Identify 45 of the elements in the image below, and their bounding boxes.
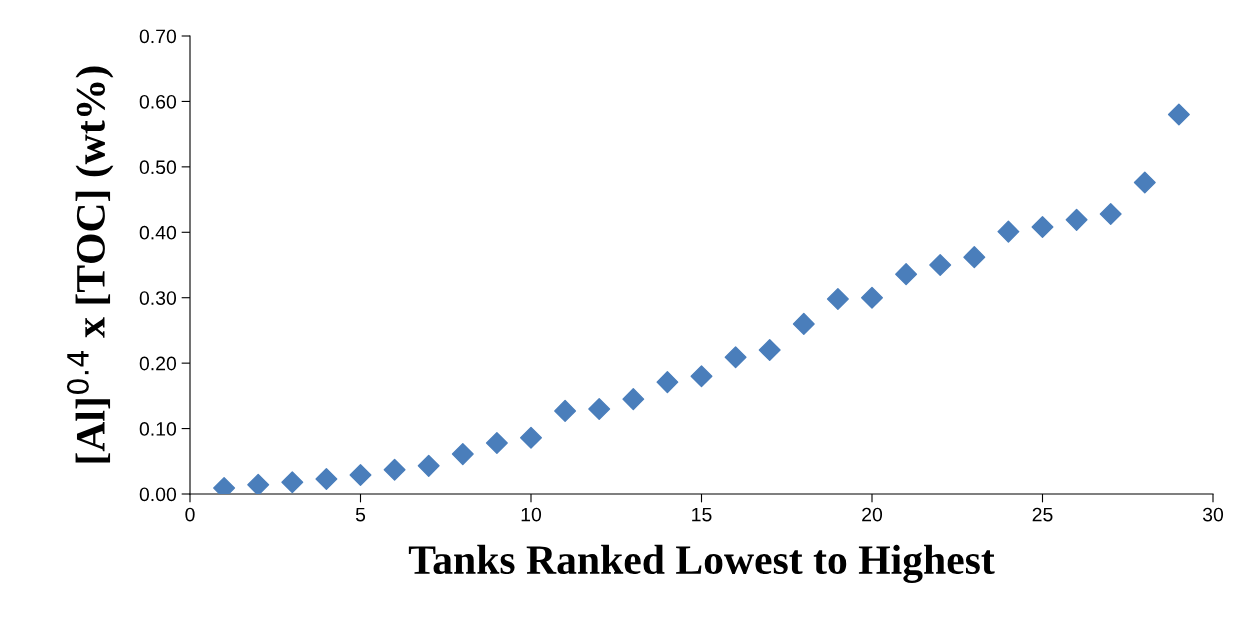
x-tick-label: 10 [521,507,542,522]
y-tick-label: 0.40 [139,225,177,240]
point [451,443,474,466]
x-axis-title: Tanks Ranked Lowest to Highest [408,544,995,583]
x-tick-label: 25 [1032,507,1053,522]
y-tick-label: 0.30 [139,291,177,305]
point [554,399,577,422]
point [758,339,781,362]
y-tick-label: 0.70 [139,29,177,44]
point [1133,171,1156,194]
point [861,286,883,309]
y-tick-label: 0.60 [139,94,177,109]
y-tick-label: 0.20 [139,356,177,371]
point [997,220,1020,243]
point [929,254,952,276]
point [1065,208,1088,231]
point [1167,103,1190,126]
x-tick-label: 30 [1202,507,1224,522]
point [1031,216,1054,239]
point [247,473,270,494]
point [895,263,918,286]
point [417,454,440,477]
point [826,288,849,311]
point [281,471,304,494]
y-tick-label: 0.10 [139,422,177,436]
point [349,464,372,487]
point [622,388,645,411]
point [588,397,611,420]
x-tick-label: 20 [862,507,883,522]
point [485,431,508,454]
x-tick-label: 0 [185,507,195,522]
point [656,371,679,394]
y-axis-title: [Al]$^{0.4}$ x [TOC] (wt%) [66,66,114,463]
point [1099,202,1122,225]
x-tick-label: 15 [692,507,712,522]
point [520,426,542,449]
point [315,467,338,490]
point [724,346,747,369]
y-tick-label: 0.00 [139,487,177,502]
point [690,365,713,388]
point [963,246,986,269]
point [792,312,815,335]
x-tick-label: 5 [355,507,366,522]
y-tick-label: 0.50 [139,160,177,175]
point [383,458,406,481]
